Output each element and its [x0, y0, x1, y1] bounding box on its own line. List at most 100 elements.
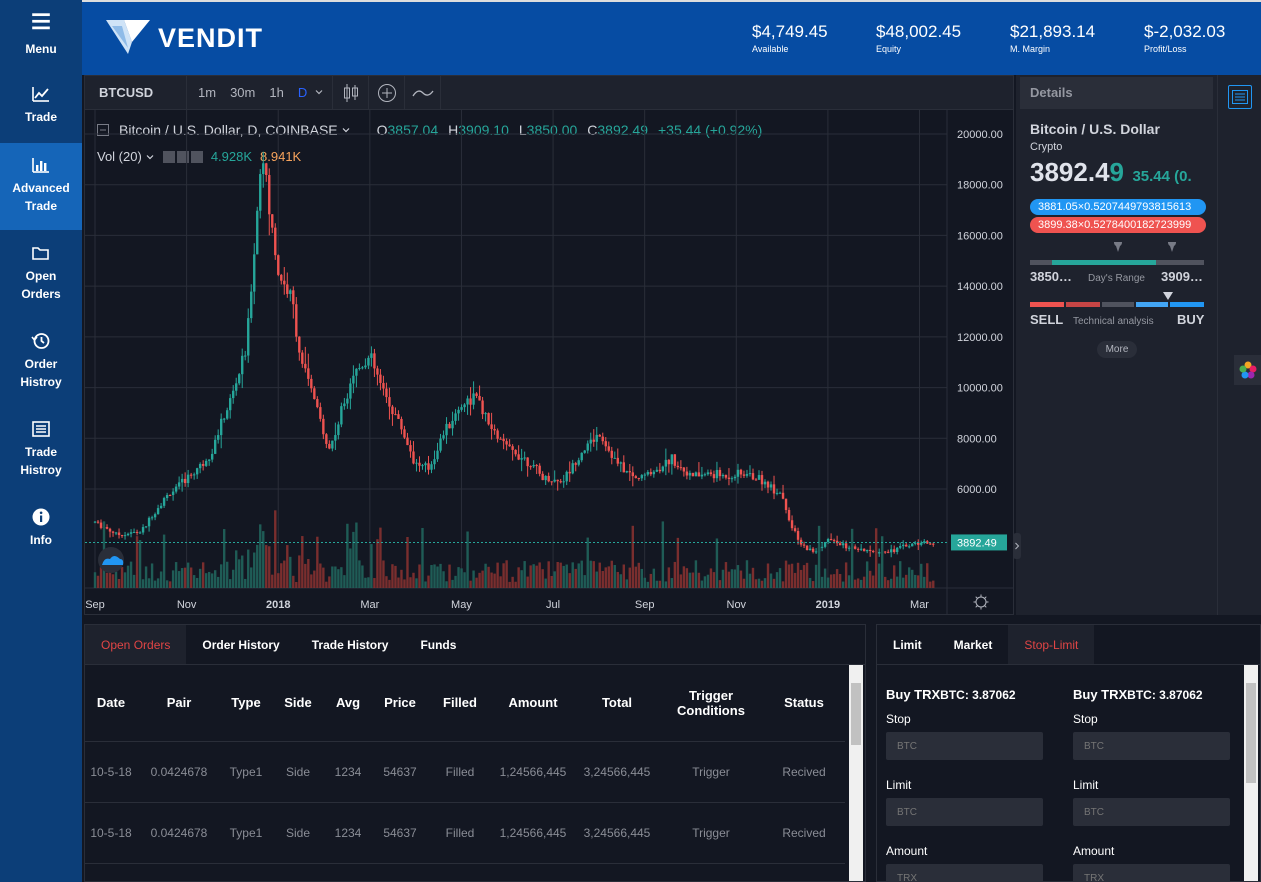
candle-body	[706, 472, 710, 475]
widget-button[interactable]	[1234, 355, 1261, 385]
stat-label: Equity	[876, 44, 902, 54]
form-title-pair: Buy TRX	[1073, 687, 1128, 702]
candle-body	[877, 552, 881, 554]
volume-bar	[595, 571, 598, 588]
more-button[interactable]: More	[1097, 341, 1137, 358]
price-chart[interactable]: 20000.00 18000.00 16000.00 14000.00 12000.00…	[85, 110, 1013, 615]
candle-body	[244, 355, 247, 357]
volume-bar	[868, 570, 872, 588]
candle-body	[120, 535, 124, 537]
volume-bar	[180, 568, 184, 588]
volume-bar	[322, 567, 325, 588]
open-label: O	[376, 122, 388, 138]
form-scrollbar[interactable]	[1244, 665, 1258, 881]
tab-open-orders[interactable]: Open Orders	[85, 625, 187, 664]
volume-bar	[814, 564, 818, 588]
candle-body	[484, 413, 487, 415]
volume-bar	[850, 528, 854, 588]
sidebar-item-open-orders[interactable]: Open Orders	[0, 243, 82, 313]
compare-button[interactable]	[405, 75, 442, 110]
scrollbar-thumb[interactable]	[851, 683, 861, 745]
volume-bar	[325, 581, 328, 588]
remove-icon[interactable]	[190, 150, 203, 163]
candle-body	[111, 531, 115, 533]
candle-body	[310, 378, 313, 389]
candle-body	[409, 445, 412, 452]
add-indicator-button[interactable]	[369, 75, 406, 110]
interval-dropdown[interactable]	[314, 76, 332, 110]
volume-bar	[304, 563, 307, 588]
y-tick-label: 20000.00	[957, 129, 1003, 141]
limit-input[interactable]	[1073, 798, 1230, 826]
amount-input[interactable]	[886, 864, 1043, 882]
bid-pill: 3881.05×0.5207449793815613	[1030, 199, 1206, 215]
candle-body	[156, 508, 160, 515]
orders-scrollbar[interactable]	[849, 665, 863, 881]
sidebar-item-order-history[interactable]: Order Histroy	[0, 331, 82, 401]
sidebar-item-advanced-trade[interactable]: Advanced Trade	[0, 143, 82, 230]
tab-trade-history[interactable]: Trade History	[311, 638, 389, 652]
volume-bar	[313, 570, 316, 588]
gear-tooth	[975, 596, 978, 599]
interval-d[interactable]: D	[297, 84, 308, 100]
volume-bar	[628, 567, 632, 588]
sidebar-item-menu[interactable]: Menu	[0, 10, 82, 66]
candle-body	[319, 407, 322, 419]
table-row[interactable]: 10-5-18 0.0424678 Type1 Side 1234 54637 Filled…	[85, 741, 845, 803]
sidebar-item-trade[interactable]: Trade	[0, 84, 82, 136]
details-toggle-button[interactable]	[1228, 85, 1252, 109]
stat-value: $4,749.45	[752, 22, 828, 41]
table-cell: Side	[271, 741, 325, 803]
volume-bar	[207, 571, 211, 588]
volume-bar	[697, 572, 701, 588]
volume-bar	[673, 561, 677, 588]
y-tick-label: 8000.00	[957, 433, 997, 445]
volume-bar	[778, 568, 782, 588]
column-header: Filled	[429, 665, 491, 742]
volume-bar	[736, 565, 740, 588]
volume-bar	[123, 572, 127, 588]
stop-input[interactable]	[886, 732, 1043, 760]
volume-bar	[457, 567, 460, 588]
interval-1h[interactable]: 1h	[269, 84, 284, 100]
eye-icon[interactable]	[162, 150, 175, 163]
table-row[interactable]: 10-5-18 0.0424678 Type1 Side 1234 54637 Filled…	[85, 802, 845, 864]
collapse-icon[interactable]	[97, 124, 109, 136]
table-cell: 10-5-	[85, 863, 137, 881]
interval-1m[interactable]: 1m	[198, 84, 217, 100]
volume-bar	[490, 572, 493, 588]
list-icon	[1232, 90, 1248, 104]
candle-body	[316, 399, 319, 408]
table-row[interactable]: 10-5-0.0424678Type1Side123454637Filled1,…	[85, 863, 845, 881]
volume-bar	[658, 580, 662, 588]
sidebar-item-trade-history[interactable]: Trade Histroy	[0, 419, 82, 489]
brand-logo[interactable]: VENDIT	[106, 20, 263, 56]
tab-market[interactable]: Market	[953, 638, 993, 652]
tab-stop-limit[interactable]: Stop-Limit	[1008, 625, 1095, 664]
y-tick-label: 6000.00	[957, 484, 997, 496]
settings-icon[interactable]	[176, 150, 189, 163]
candle-style-button[interactable]	[333, 75, 370, 110]
candle-body	[144, 526, 148, 528]
volume-bar	[481, 570, 484, 588]
tab-funds[interactable]: Funds	[420, 638, 457, 652]
order-type-tabs: Limit Market Stop-Limit	[877, 625, 1260, 665]
candle-body	[433, 459, 436, 465]
sidebar-item-info[interactable]: Info	[0, 507, 82, 553]
candle-body	[460, 407, 463, 410]
stop-input[interactable]	[1073, 732, 1230, 760]
volume-bar	[724, 562, 728, 588]
amount-input[interactable]	[1073, 864, 1230, 882]
interval-30m[interactable]: 30m	[230, 84, 256, 100]
symbol-selector[interactable]: BTCUSD	[85, 75, 187, 110]
candle-body	[691, 472, 695, 477]
tab-order-history[interactable]: Order History	[202, 638, 280, 652]
x-tick-label: Mar	[910, 599, 929, 611]
scrollbar-thumb[interactable]	[1246, 683, 1256, 783]
candle-body	[165, 495, 169, 499]
limit-input[interactable]	[886, 798, 1043, 826]
volume-label[interactable]: Vol (20)	[97, 149, 142, 164]
tab-limit[interactable]: Limit	[893, 638, 922, 652]
panel-collapse-handle[interactable]	[1013, 533, 1021, 559]
volume-bar	[232, 569, 235, 588]
